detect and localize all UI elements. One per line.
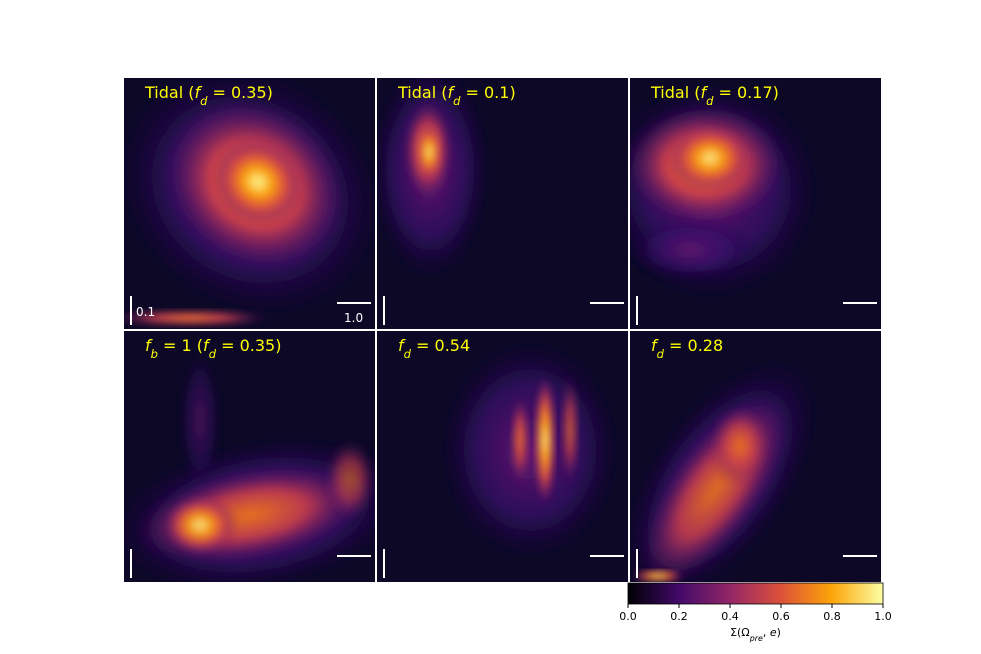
text-part: = 0.35) xyxy=(216,336,281,355)
density-blob xyxy=(562,375,578,485)
rich-text: fd = 0.28 xyxy=(651,336,723,361)
density-blob xyxy=(710,405,770,485)
text-part: d xyxy=(453,94,461,108)
tick-label: 0.0 xyxy=(619,610,637,623)
heatmap-panel: fb = 1 (fd = 0.35) xyxy=(124,331,375,582)
text-part: = 0.28 xyxy=(664,336,723,355)
heatmap-panel: Tidal (fd = 0.1) xyxy=(377,78,628,329)
text-part: Σ(Ω xyxy=(730,626,750,639)
tick-label: 1.0 xyxy=(874,610,892,623)
text-part: Tidal ( xyxy=(144,83,194,102)
scale-label: 0.1 xyxy=(136,305,155,319)
density-blob xyxy=(124,310,270,326)
text-part: b xyxy=(151,347,158,361)
density-blob xyxy=(165,497,235,553)
text-part: = 0.17) xyxy=(713,83,778,102)
tick-label: 0.2 xyxy=(670,610,688,623)
text-part: f xyxy=(700,83,708,102)
text-part: e xyxy=(770,626,777,639)
rich-text: fd = 0.54 xyxy=(398,336,470,361)
tick-label: 0.4 xyxy=(721,610,739,623)
text-part: d xyxy=(657,347,665,361)
text-part: f xyxy=(651,336,659,355)
tick-label: 0.6 xyxy=(772,610,790,623)
density-blob xyxy=(633,570,683,582)
text-part: f xyxy=(447,83,455,102)
heatmap-panel: Tidal (fd = 0.17) xyxy=(630,78,881,329)
text-part: f xyxy=(398,336,406,355)
heatmap-panel: fd = 0.28 xyxy=(630,331,881,582)
rich-text: Tidal (fd = 0.35) xyxy=(144,83,273,108)
text-part: = 0.1) xyxy=(460,83,515,102)
text-part: d xyxy=(404,347,412,361)
text-part: = 0.35) xyxy=(207,83,272,102)
density-blob xyxy=(512,395,528,485)
density-blob xyxy=(214,140,302,224)
text-part: f xyxy=(145,336,153,355)
density-blob xyxy=(535,375,555,505)
rich-text: Tidal (fd = 0.17) xyxy=(650,83,779,108)
text-part: pre xyxy=(749,634,763,643)
density-blob xyxy=(670,126,750,190)
density-blob xyxy=(180,350,220,490)
heatmap-panel: fd = 0.54 xyxy=(377,331,628,582)
text-part: f xyxy=(194,83,202,102)
density-blob xyxy=(630,220,750,280)
colorbar: 0.0 0.2 0.4 0.6 0.8 1.0 Σ(Ωpre, e) xyxy=(619,582,892,643)
text-part: d xyxy=(209,347,217,361)
density-blob xyxy=(325,440,375,520)
text-part: f xyxy=(203,336,211,355)
text-part: , xyxy=(763,626,770,639)
density-blob xyxy=(440,340,620,560)
text-part: d xyxy=(706,94,714,108)
rich-text: Tidal (fd = 0.1) xyxy=(397,83,516,108)
rich-text: Σ(Ωpre, e) xyxy=(730,626,781,643)
tick-label: 0.8 xyxy=(823,610,841,623)
text-part: = 0.54 xyxy=(411,336,470,355)
text-part: Tidal ( xyxy=(650,83,700,102)
colorbar-fill xyxy=(627,582,884,605)
scale-label: 1.0 xyxy=(344,311,363,325)
text-part: ) xyxy=(777,626,781,639)
text-part: d xyxy=(200,94,208,108)
text-part: Tidal ( xyxy=(397,83,447,102)
heatmap-panel: Tidal (fd = 0.35) 0.1 1.0 xyxy=(124,78,375,329)
density-blob xyxy=(417,122,441,182)
rich-text: fb = 1 (fd = 0.35) xyxy=(145,336,281,361)
text-part: = 1 ( xyxy=(158,336,203,355)
